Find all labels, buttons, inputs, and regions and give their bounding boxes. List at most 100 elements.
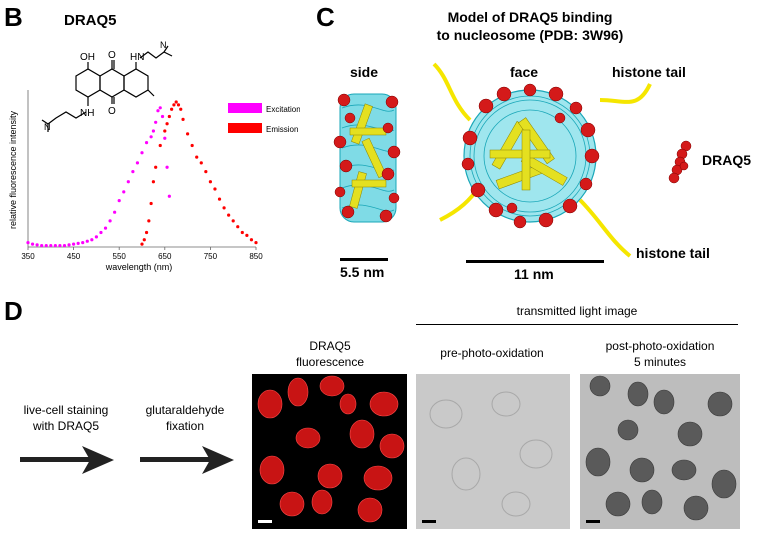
excitation-point [126, 180, 130, 184]
histone-tail-bottom-label: histone tail [636, 245, 710, 261]
panel-b-title: DRAQ5 [64, 12, 117, 29]
emission-point [190, 143, 194, 148]
excitation-point [94, 235, 98, 239]
emission-point [254, 241, 258, 245]
emission-point [213, 187, 217, 191]
legend-label-emission: Emission [266, 125, 298, 134]
emission-point [167, 114, 171, 119]
x-tick-label: 750 [204, 252, 218, 261]
legend-swatch-excitation [228, 103, 262, 113]
excitation-point [156, 109, 160, 113]
excitation-point [108, 219, 112, 223]
excitation-point [40, 243, 44, 248]
x-axis-label: wavelength (nm) [105, 262, 173, 272]
emission-point [199, 161, 203, 165]
o-top-label: O [108, 50, 116, 61]
emission-point [151, 180, 155, 184]
excitation-point [85, 239, 89, 243]
arrow-1-icon [20, 446, 114, 474]
emission-point [231, 219, 235, 223]
excitation-point [49, 243, 53, 248]
scale-bar-fluorescence [258, 520, 272, 523]
emission-point [163, 129, 167, 133]
x-tick-label: 650 [158, 252, 172, 261]
panel-c-title-line2: to nucleosome (PDB: 3W96) [436, 27, 624, 43]
excitation-point [62, 243, 67, 248]
panel-c-title-line1: Model of DRAQ5 binding [447, 9, 613, 25]
emission-point [186, 132, 190, 136]
emission-point [149, 201, 153, 206]
excitation-point [90, 238, 94, 242]
fluorescence-image [252, 374, 407, 529]
emission-point [172, 103, 176, 107]
spectrum-chart: 350 450 550 650 750 850 wavelength (nm) relat… [8, 90, 300, 272]
pre-oxidation-label: pre-photo-oxidation [440, 346, 544, 360]
post-oxidation-image [580, 374, 740, 529]
fluor-line1: DRAQ5 [309, 339, 351, 353]
draq5-label: DRAQ5 [702, 152, 752, 168]
n-top-label: N [160, 40, 167, 50]
post-line1: post-photo-oxidation [605, 339, 715, 353]
excitation-point [44, 243, 48, 248]
x-tick-label: 350 [21, 252, 35, 261]
excitation-point [53, 243, 57, 248]
histone-tail-top-label: histone tail [612, 64, 686, 80]
emission-point [236, 225, 240, 229]
excitation-point [167, 194, 171, 198]
side-view-label: side [350, 64, 379, 80]
excitation-point [131, 170, 135, 174]
scale-bar-pre [422, 520, 436, 523]
histone-tail-lower-right [578, 198, 632, 258]
pre-oxidation-image [416, 374, 570, 529]
excitation-point [165, 165, 169, 169]
excitation-point [30, 242, 35, 246]
step2-line2: fixation [165, 419, 205, 433]
step1-line2: with DRAQ5 [32, 419, 100, 433]
x-tick-label: 450 [67, 252, 81, 261]
emission-point [240, 230, 244, 235]
fluorescence-label: DRAQ5 fluorescence [250, 338, 410, 370]
o-bottom-label: O [108, 106, 116, 117]
face-view-label: face [510, 64, 539, 80]
transmitted-light-label: transmitted light image [516, 304, 638, 318]
nucleosome-side-view [333, 93, 401, 223]
x-tick-label: 850 [249, 252, 263, 261]
scale-bar-face [466, 260, 604, 263]
transmitted-light-bracket [416, 324, 738, 325]
legend-swatch-emission [228, 123, 262, 133]
emission-point [140, 242, 144, 246]
excitation-point [72, 242, 76, 246]
post-oxidation-label: post-photo-oxidation 5 minutes [578, 338, 742, 370]
x-tick-label: 550 [113, 252, 127, 261]
excitation-point [58, 243, 62, 248]
emission-point [170, 107, 174, 111]
excitation-point [135, 161, 140, 165]
excitation-point [154, 120, 158, 124]
step1-text: live-cell staining with DRAQ5 [6, 402, 126, 434]
scale-label-side: 5.5 nm [340, 264, 385, 280]
oh-label: OH [80, 52, 95, 63]
emission-point [147, 219, 151, 223]
panel-c-title: Model of DRAQ5 binding to nucleosome (PD… [400, 8, 660, 44]
histone-tail-upper-right [599, 83, 652, 104]
arrow-2-icon [140, 446, 234, 474]
excitation-point [122, 190, 126, 194]
emission-point [144, 230, 149, 235]
n-left-label: N [44, 122, 51, 132]
excitation-point [81, 241, 85, 245]
draq5-structure: OH O O HN NH N N [41, 40, 173, 132]
step2-text: glutaraldehyde fixation [130, 402, 240, 434]
panel-d-letter: D [4, 296, 23, 326]
emission-point [208, 180, 212, 184]
emission-point [222, 206, 226, 210]
excitation-point [67, 243, 71, 247]
draq5-molecule-model [668, 140, 692, 184]
excitation-point [151, 129, 155, 133]
nucleosome-face-view [432, 62, 652, 258]
excitation-point [26, 241, 30, 245]
fluor-line2: fluorescence [295, 355, 365, 369]
legend-label-excitation: Excitation [266, 105, 300, 114]
scale-bar-post [586, 520, 600, 523]
emission-point [195, 155, 199, 159]
scale-bar-side [340, 258, 388, 261]
